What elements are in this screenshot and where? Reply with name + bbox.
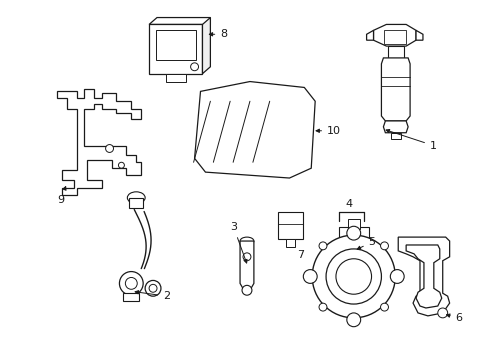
Circle shape [119,271,143,295]
Circle shape [242,285,251,295]
Polygon shape [415,30,422,40]
Circle shape [437,308,447,318]
Circle shape [105,145,113,152]
Bar [338,227,368,247]
Text: 8: 8 [209,29,227,39]
Circle shape [318,242,326,250]
Ellipse shape [240,237,253,245]
Circle shape [380,303,387,311]
Bar [156,30,195,60]
Text: 6: 6 [446,313,462,323]
Circle shape [303,270,317,283]
Text: 9: 9 [57,186,66,205]
Polygon shape [194,82,315,178]
Circle shape [125,278,137,289]
Bar [165,74,185,82]
Text: 7: 7 [297,250,304,260]
Polygon shape [240,241,253,290]
Circle shape [335,259,371,294]
Circle shape [346,313,360,327]
Text: 10: 10 [315,126,340,136]
Circle shape [346,226,360,240]
Polygon shape [383,121,407,133]
Ellipse shape [127,192,145,204]
Text: 3: 3 [230,222,246,263]
Polygon shape [406,245,441,308]
Bar [347,219,359,229]
Polygon shape [202,18,210,74]
Circle shape [118,162,124,168]
Polygon shape [397,237,449,316]
Bar [129,198,143,208]
Bar [123,293,139,301]
Circle shape [145,280,161,296]
Polygon shape [366,30,373,40]
Text: 4: 4 [345,199,352,208]
Circle shape [318,303,326,311]
Bar [390,133,400,139]
Bar [285,239,295,247]
Text: 5: 5 [357,237,375,249]
Bar [277,212,303,239]
Polygon shape [373,24,415,46]
Polygon shape [57,89,141,195]
Polygon shape [149,18,210,32]
Circle shape [380,242,387,250]
Polygon shape [381,58,409,121]
Bar [149,24,202,74]
Circle shape [243,253,250,261]
Bar [387,46,404,58]
Circle shape [389,270,404,283]
Text: 1: 1 [386,130,436,150]
Circle shape [190,63,198,71]
Circle shape [311,235,394,318]
Circle shape [149,284,157,292]
Bar [384,30,406,44]
Circle shape [325,249,381,304]
Text: 2: 2 [135,291,170,301]
